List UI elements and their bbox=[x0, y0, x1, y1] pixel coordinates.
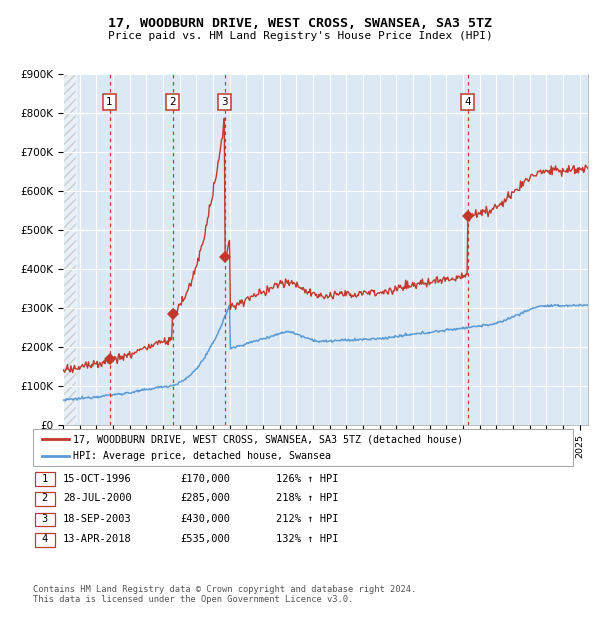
Text: 18-SEP-2003: 18-SEP-2003 bbox=[63, 514, 132, 524]
Text: 4: 4 bbox=[41, 534, 48, 544]
Bar bbox=[63, 74, 76, 425]
Text: 132% ↑ HPI: 132% ↑ HPI bbox=[276, 534, 338, 544]
Text: 28-JUL-2000: 28-JUL-2000 bbox=[63, 494, 132, 503]
Text: 15-OCT-1996: 15-OCT-1996 bbox=[63, 474, 132, 484]
Text: 1: 1 bbox=[106, 97, 113, 107]
Text: £535,000: £535,000 bbox=[180, 534, 230, 544]
Text: 2: 2 bbox=[169, 97, 176, 107]
Text: 3: 3 bbox=[41, 514, 48, 524]
Text: Price paid vs. HM Land Registry's House Price Index (HPI): Price paid vs. HM Land Registry's House … bbox=[107, 31, 493, 41]
Text: HPI: Average price, detached house, Swansea: HPI: Average price, detached house, Swan… bbox=[73, 451, 331, 461]
Text: 4: 4 bbox=[464, 97, 471, 107]
Text: 126% ↑ HPI: 126% ↑ HPI bbox=[276, 474, 338, 484]
Text: 1: 1 bbox=[41, 474, 48, 484]
Text: £170,000: £170,000 bbox=[180, 474, 230, 484]
Text: 17, WOODBURN DRIVE, WEST CROSS, SWANSEA, SA3 5TZ (detached house): 17, WOODBURN DRIVE, WEST CROSS, SWANSEA,… bbox=[73, 435, 463, 445]
Text: £285,000: £285,000 bbox=[180, 494, 230, 503]
Text: 3: 3 bbox=[221, 97, 228, 107]
Text: 218% ↑ HPI: 218% ↑ HPI bbox=[276, 494, 338, 503]
Bar bbox=[63, 74, 76, 425]
Text: £430,000: £430,000 bbox=[180, 514, 230, 524]
Text: 13-APR-2018: 13-APR-2018 bbox=[63, 534, 132, 544]
Text: 2: 2 bbox=[41, 494, 48, 503]
Text: 212% ↑ HPI: 212% ↑ HPI bbox=[276, 514, 338, 524]
Bar bbox=[63, 74, 76, 425]
Text: 17, WOODBURN DRIVE, WEST CROSS, SWANSEA, SA3 5TZ: 17, WOODBURN DRIVE, WEST CROSS, SWANSEA,… bbox=[108, 17, 492, 30]
Text: Contains HM Land Registry data © Crown copyright and database right 2024.
This d: Contains HM Land Registry data © Crown c… bbox=[33, 585, 416, 604]
